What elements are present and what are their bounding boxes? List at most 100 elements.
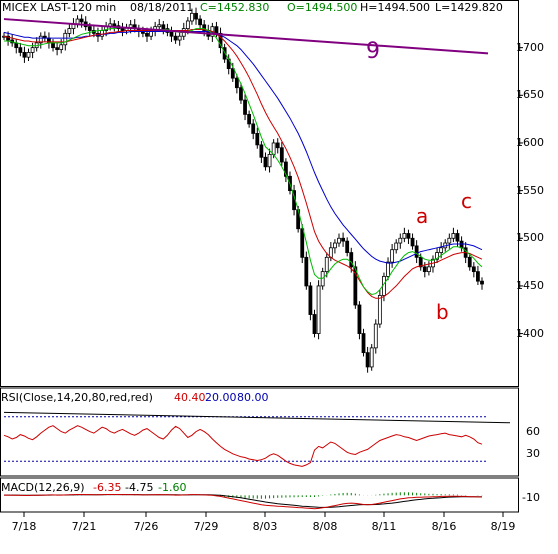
candle-body bbox=[353, 266, 358, 306]
candle-body bbox=[173, 35, 178, 41]
price-y-tick: 1700 bbox=[516, 40, 544, 54]
candle-body bbox=[145, 32, 149, 37]
macd-line bbox=[4, 494, 482, 510]
candle-body bbox=[398, 237, 403, 244]
rsi-y-tick: 30 bbox=[526, 446, 540, 460]
macd-signal: -4.75 bbox=[125, 481, 154, 494]
price-panel-marks bbox=[2, 7, 489, 373]
price-y-tick: 1400 bbox=[516, 326, 544, 340]
x-tick-label: 8/11 bbox=[371, 520, 397, 533]
candle-body bbox=[169, 32, 174, 37]
candle-body bbox=[177, 35, 182, 41]
candle-body bbox=[157, 24, 162, 28]
candle-body bbox=[406, 233, 411, 239]
candle-body bbox=[471, 266, 476, 273]
candle-body bbox=[202, 24, 207, 31]
macd-y-tick: -10 bbox=[522, 491, 540, 505]
candle-body bbox=[426, 266, 431, 273]
price-frame bbox=[0, 0, 519, 387]
candle-body bbox=[247, 113, 252, 125]
high-value: H=1494.500 bbox=[360, 1, 430, 14]
candle-body bbox=[234, 77, 239, 89]
candle-body bbox=[18, 47, 23, 53]
sma-mid-line bbox=[3, 29, 483, 299]
macd-panel-marks bbox=[4, 492, 483, 510]
wave-c-label: c bbox=[461, 189, 472, 213]
candle-body bbox=[386, 261, 390, 277]
candle-body bbox=[239, 87, 243, 101]
rsi-value: 40.40 bbox=[174, 391, 206, 404]
x-tick-label: 7/29 bbox=[193, 520, 219, 533]
candle-body bbox=[243, 99, 247, 115]
candle-body bbox=[435, 252, 439, 260]
candle-body bbox=[357, 304, 362, 334]
candle-body bbox=[22, 52, 27, 58]
candle-body bbox=[259, 144, 264, 158]
x-tick-label: 8/03 bbox=[252, 520, 278, 533]
candle-body bbox=[87, 26, 92, 31]
candle-body bbox=[349, 252, 354, 268]
candle-body bbox=[6, 35, 10, 41]
candle-body bbox=[455, 233, 460, 242]
candle-body bbox=[341, 237, 345, 242]
candle-body bbox=[377, 295, 382, 325]
candle-body bbox=[38, 35, 43, 44]
candle-body bbox=[26, 52, 31, 58]
candle-body bbox=[476, 271, 480, 282]
candle-body bbox=[333, 242, 337, 249]
x-tick-label: 7/21 bbox=[71, 520, 97, 533]
rsi-frame bbox=[0, 387, 519, 477]
candle-body bbox=[51, 42, 55, 49]
candle-body bbox=[337, 237, 341, 244]
candle-body bbox=[345, 240, 350, 253]
candle-body bbox=[422, 266, 427, 273]
candle-body bbox=[373, 323, 378, 349]
trendline bbox=[3, 18, 489, 55]
x-tick-label: 7/18 bbox=[11, 520, 37, 533]
candle-body bbox=[308, 285, 313, 315]
candle-body bbox=[451, 233, 456, 239]
candle-body bbox=[390, 249, 395, 263]
candle-body bbox=[410, 237, 415, 247]
candle-body bbox=[59, 44, 64, 50]
candle-body bbox=[304, 256, 309, 287]
sma-long-line bbox=[3, 31, 483, 264]
macd-hist: -1.60 bbox=[158, 481, 187, 494]
candle-body bbox=[63, 32, 68, 46]
macd-frame bbox=[0, 477, 519, 513]
rsi-panel-marks bbox=[3, 411, 511, 467]
candle-body bbox=[30, 47, 35, 53]
candle-body bbox=[185, 20, 190, 29]
candle-body bbox=[279, 147, 284, 163]
price-y-tick: 1500 bbox=[516, 231, 544, 245]
candle-body bbox=[271, 142, 276, 155]
price-y-tick: 1450 bbox=[516, 278, 544, 292]
candle-body bbox=[361, 333, 366, 354]
price-y-tick: 1650 bbox=[516, 88, 544, 102]
rsi-label: RSI(Close,14,20,80,red,red) bbox=[1, 391, 153, 404]
rsi-lower: 20.00 bbox=[205, 391, 237, 404]
candle-body bbox=[418, 256, 423, 268]
candle-body bbox=[394, 242, 399, 251]
chart-symbol: MICEX LAST-120 min bbox=[2, 1, 117, 14]
candle-body bbox=[255, 133, 260, 146]
x-tick-label: 8/16 bbox=[431, 520, 457, 533]
candle-body bbox=[112, 23, 117, 27]
candle-body bbox=[251, 123, 256, 134]
candle-body bbox=[79, 18, 84, 23]
rsi-trendline bbox=[3, 411, 511, 424]
candle-body bbox=[267, 153, 272, 168]
candle-body bbox=[439, 247, 444, 253]
macd-label: MACD(12,26,9) bbox=[1, 481, 85, 494]
candle-body bbox=[214, 26, 219, 34]
candle-body bbox=[55, 47, 60, 50]
candle-body bbox=[120, 28, 125, 31]
price-y-tick: 1550 bbox=[516, 183, 544, 197]
candle-body bbox=[67, 28, 72, 34]
candle-body bbox=[324, 256, 329, 273]
candle-body bbox=[480, 280, 484, 285]
rsi-upper: 80.00 bbox=[237, 391, 269, 404]
x-tick-label: 8/19 bbox=[490, 520, 516, 533]
rsi-line bbox=[3, 425, 483, 467]
